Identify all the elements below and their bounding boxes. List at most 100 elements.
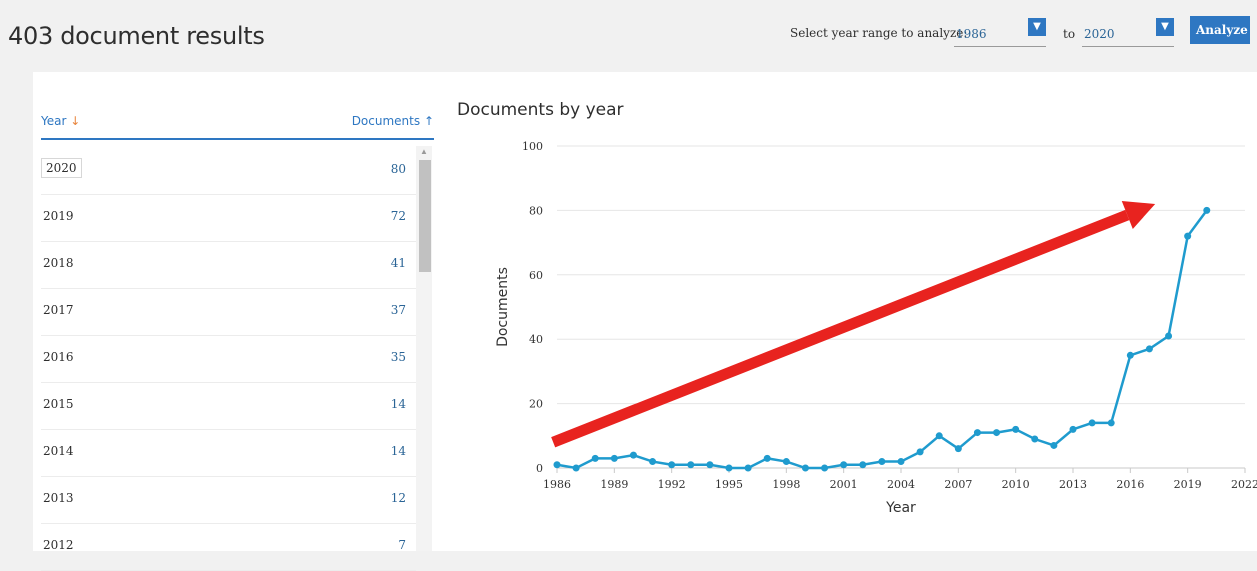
y-axis-label: Documents [495,267,511,347]
x-tick-label: 2019 [1174,478,1202,491]
y-tick-label: 80 [529,204,543,217]
x-tick-label: 1992 [658,478,686,491]
data-point [821,464,829,472]
row-year: 2018 [43,256,74,270]
data-point [840,461,848,469]
data-point [935,432,943,440]
arrow-down-icon: ↓ [70,114,81,128]
analysis-panel: Year ↓ Documents ↑ 2020 80 2019 72 2018 41 201… [33,72,1257,571]
table-row: 2013 12 [41,477,416,524]
data-point [572,464,580,472]
data-point [878,458,886,466]
data-point [916,448,924,456]
data-point [1050,441,1058,449]
row-year: 2013 [43,491,74,505]
range-to-label: to [1063,27,1076,41]
data-point [1031,435,1039,443]
row-year: 2020 [41,158,82,178]
from-year-select[interactable]: 1986 ▼ [954,18,1046,47]
x-tick-label: 2001 [830,478,858,491]
table-row: 2012 7 [41,524,416,571]
row-year: 2014 [43,444,74,458]
x-tick-label: 1998 [772,478,800,491]
table-row: 2016 35 [41,336,416,383]
x-tick-label: 2016 [1116,478,1144,491]
results-header: 403 document results Select year range t… [0,0,1257,72]
row-count-link[interactable]: 80 [390,162,406,176]
from-year-value: 1986 [956,27,987,41]
table-row: 2017 37 [41,289,416,336]
data-point [801,464,809,472]
data-point [591,454,599,462]
annotation-arrow-shaft [551,209,1130,448]
table-header: Year ↓ Documents ↑ [41,106,434,140]
annotation-arrow-head [1121,201,1156,229]
x-tick-label: 1995 [715,478,743,491]
data-point [782,458,790,466]
row-count-link[interactable]: 72 [390,209,406,223]
row-count-link[interactable]: 14 [390,444,406,458]
row-count-link[interactable]: 7 [398,538,406,552]
data-point [763,454,771,462]
to-year-select[interactable]: 2020 ▼ [1082,18,1174,47]
y-tick-label: 60 [529,269,543,282]
y-tick-label: 100 [522,140,543,153]
row-year: 2015 [43,397,74,411]
data-point [649,458,657,466]
data-point [1126,351,1134,359]
data-point [1088,419,1096,427]
data-point [1012,425,1020,433]
year-table: 2020 80 2019 72 2018 41 2017 37 2016 35 2015 14 2014… [41,148,416,571]
x-tick-label: 2007 [944,478,972,491]
data-point [1165,332,1173,340]
row-count-link[interactable]: 41 [390,256,406,270]
to-year-value: 2020 [1084,27,1115,41]
x-axis-label: Year [885,500,916,516]
row-count-link[interactable]: 37 [390,303,406,317]
year-header-label: Year [41,114,67,128]
data-point [1203,206,1211,214]
row-year: 2012 [43,538,74,552]
x-tick-label: 2022 [1231,478,1257,491]
data-point [610,454,618,462]
table-row: 2019 72 [41,195,416,242]
row-year: 2019 [43,209,74,223]
chevron-down-icon[interactable]: ▼ [1028,18,1046,36]
row-year: 2016 [43,350,74,364]
scroll-up-icon[interactable]: ▲ [420,147,428,156]
data-point [993,429,1001,437]
y-tick-label: 20 [529,398,543,411]
x-tick-label: 1986 [543,478,571,491]
table-row: 2018 41 [41,242,416,289]
data-point [897,458,905,466]
table-row: 2014 14 [41,430,416,477]
chevron-down-icon[interactable]: ▼ [1156,18,1174,36]
scroll-thumb[interactable] [419,160,431,272]
results-title: 403 document results [8,22,265,50]
x-tick-label: 2004 [887,478,915,491]
y-tick-label: 0 [536,462,543,475]
table-row: 2015 14 [41,383,416,430]
table-scrollbar[interactable]: ▲ [416,146,432,551]
row-count-link[interactable]: 14 [390,397,406,411]
data-point [725,464,733,472]
year-column-header[interactable]: Year ↓ [41,114,80,128]
data-point [1069,425,1077,433]
row-year: 2017 [43,303,74,317]
documents-column-header[interactable]: Documents ↑ [352,114,434,128]
data-point [859,461,867,469]
row-count-link[interactable]: 35 [390,350,406,364]
data-point [687,461,695,469]
arrow-up-icon: ↑ [423,114,434,128]
data-point [553,461,561,469]
chart-title: Documents by year [457,100,624,120]
row-count-link[interactable]: 12 [390,491,406,505]
data-point [706,461,714,469]
year-range-label: Select year range to analyze: [790,26,968,40]
analyze-button[interactable]: Analyze [1190,16,1250,44]
data-point [1107,419,1115,427]
data-point [629,451,637,459]
data-point [744,464,752,472]
data-point [1184,232,1192,240]
table-row: 2020 80 [41,148,416,195]
